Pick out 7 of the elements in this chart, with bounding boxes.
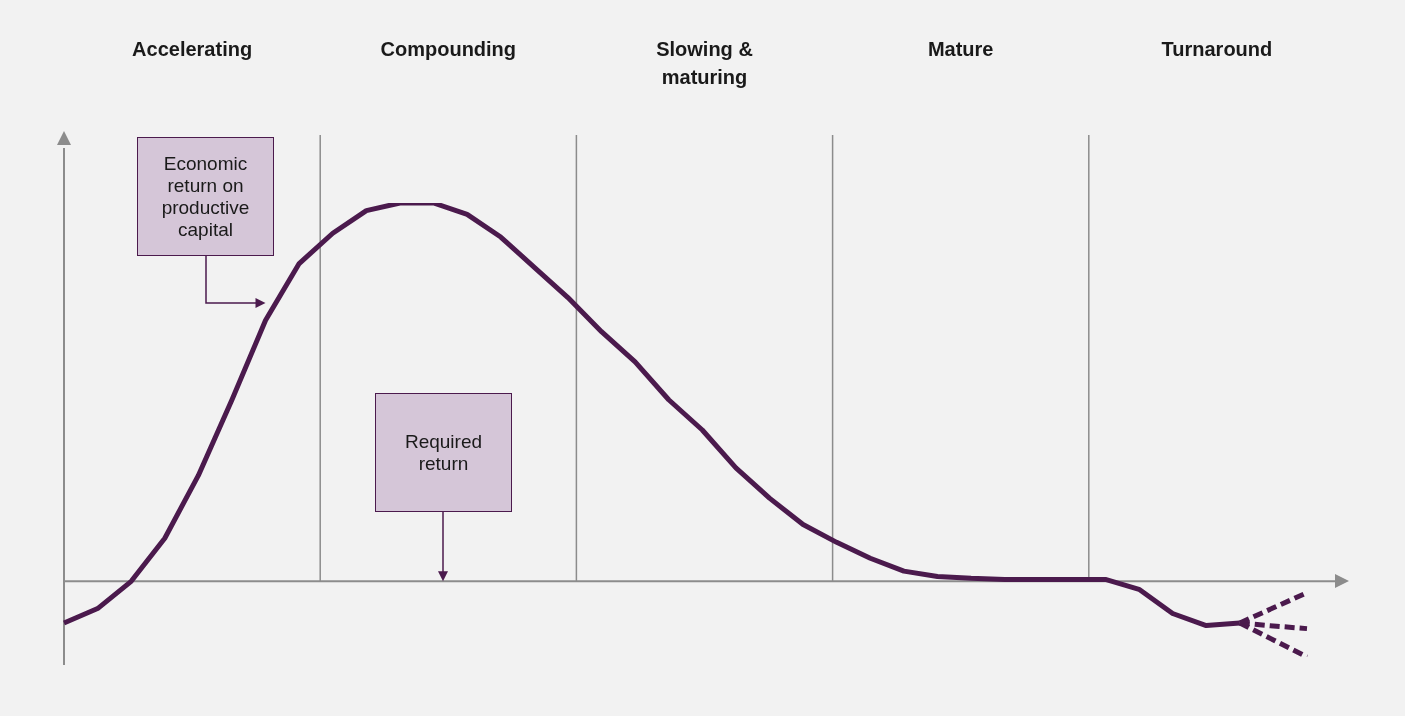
text: Compounding [380,37,517,60]
text: Mature [927,37,994,60]
text: Turnaround [1161,37,1273,60]
note-box: Economic return on productive capital [137,137,274,256]
text: Accelerating [132,37,253,60]
text: Slowing & maturing [656,37,753,88]
note-box: Required return [375,393,512,512]
